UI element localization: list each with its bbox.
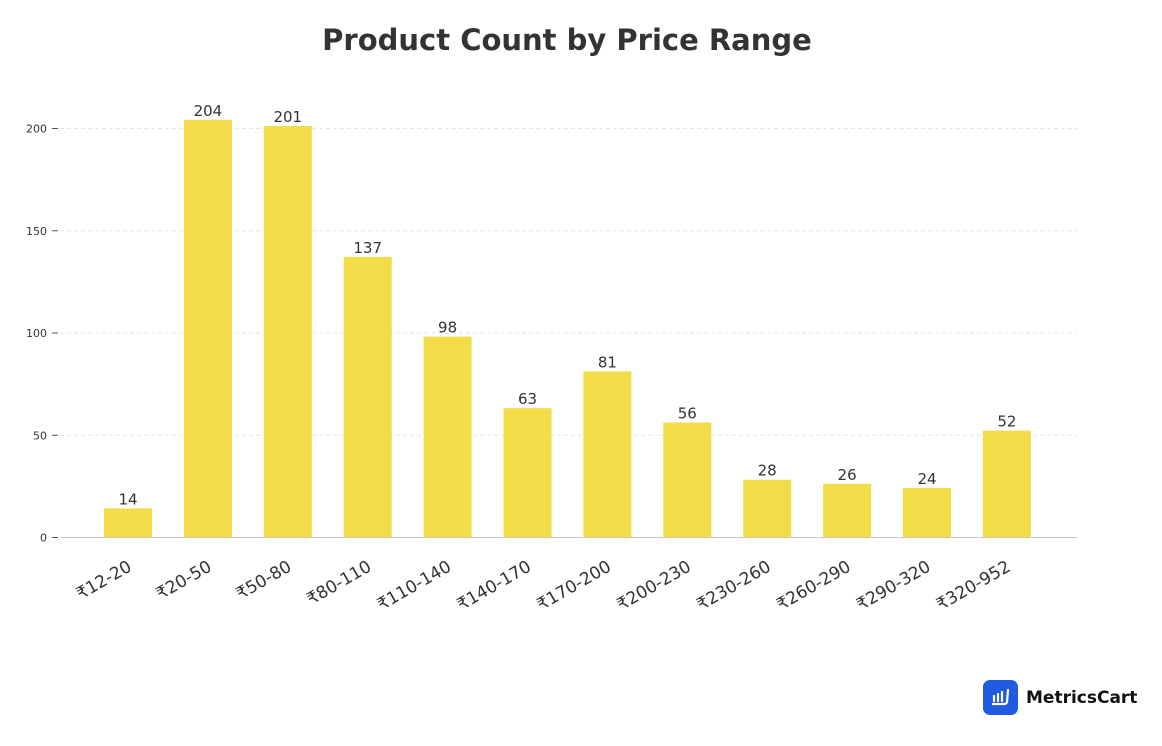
bar	[343, 256, 392, 537]
data-label: 63	[518, 390, 537, 408]
data-label: 81	[598, 353, 617, 371]
bar	[982, 430, 1031, 537]
x-tick-label: ₹170-200	[534, 557, 615, 615]
x-tick-label: ₹320-952	[933, 557, 1014, 615]
bar	[823, 483, 872, 537]
bar	[104, 508, 152, 537]
x-tick-label: ₹140-170	[454, 557, 535, 615]
y-tick-label: 150	[26, 225, 47, 238]
data-label: 52	[997, 413, 1016, 431]
y-tick-label: 200	[26, 123, 47, 136]
data-label: 28	[758, 462, 777, 480]
bar	[263, 125, 312, 537]
y-tick-label: 0	[40, 532, 47, 545]
bar	[663, 422, 712, 537]
bar	[183, 119, 232, 537]
data-label: 201	[273, 108, 302, 126]
data-label: 204	[194, 102, 223, 120]
x-tick-label: ₹260-290	[774, 557, 855, 615]
data-label: 98	[438, 319, 457, 337]
y-tick-label: 50	[33, 429, 47, 442]
bar	[583, 371, 632, 537]
chart-title: Product Count by Price Range	[322, 23, 812, 57]
data-label: 137	[353, 239, 382, 257]
x-tick-label: ₹20-50	[153, 557, 215, 604]
brand-logo: MetricsCart	[983, 680, 1137, 715]
bar	[903, 487, 951, 537]
x-tick-label: ₹110-140	[374, 557, 455, 615]
x-tick-label: ₹80-110	[303, 557, 375, 610]
data-label: 56	[678, 404, 697, 422]
data-label: 26	[838, 466, 857, 484]
x-tick-label: ₹230-260	[694, 557, 775, 615]
chart-cart-icon	[983, 680, 1018, 715]
y-tick-label: 100	[26, 327, 47, 340]
data-label: 24	[917, 470, 936, 488]
x-tick-label: ₹290-320	[853, 557, 934, 615]
bar	[503, 408, 552, 537]
bar	[743, 479, 792, 537]
x-tick-label: ₹12-20	[73, 557, 135, 604]
brand-name: MetricsCart	[1026, 687, 1138, 708]
bar	[423, 336, 472, 537]
x-tick-label: ₹50-80	[233, 557, 295, 604]
x-tick-label: ₹200-230	[614, 557, 695, 615]
data-label: 14	[118, 490, 137, 508]
